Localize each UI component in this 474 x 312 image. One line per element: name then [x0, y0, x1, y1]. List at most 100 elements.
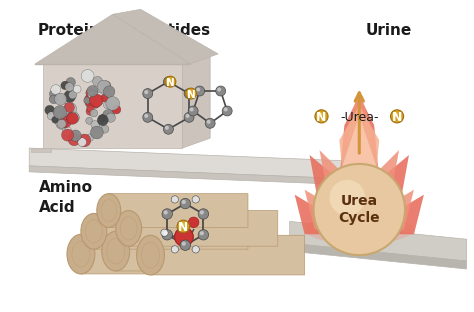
Circle shape: [86, 101, 93, 109]
Polygon shape: [290, 243, 466, 269]
Polygon shape: [29, 166, 374, 186]
Circle shape: [89, 90, 100, 101]
Polygon shape: [31, 148, 51, 152]
Circle shape: [143, 89, 153, 99]
Circle shape: [86, 134, 93, 141]
Text: Urea
Cycle: Urea Cycle: [338, 194, 380, 225]
Circle shape: [97, 115, 108, 126]
Circle shape: [222, 106, 232, 116]
Circle shape: [49, 95, 58, 104]
Circle shape: [179, 222, 184, 227]
Circle shape: [188, 106, 198, 116]
Circle shape: [106, 97, 119, 110]
Circle shape: [45, 105, 55, 115]
Circle shape: [64, 102, 74, 112]
Ellipse shape: [137, 235, 164, 275]
Circle shape: [391, 110, 404, 123]
Polygon shape: [35, 14, 190, 64]
Circle shape: [101, 125, 109, 133]
Circle shape: [186, 114, 190, 118]
Text: N: N: [316, 111, 327, 124]
Circle shape: [56, 117, 68, 129]
Circle shape: [49, 90, 57, 98]
Circle shape: [144, 114, 148, 118]
Circle shape: [67, 113, 78, 124]
Circle shape: [207, 120, 210, 124]
Text: Nucleotides: Nucleotides: [110, 23, 211, 38]
Circle shape: [91, 120, 100, 129]
Circle shape: [90, 92, 104, 106]
Polygon shape: [113, 9, 218, 64]
Circle shape: [49, 95, 57, 102]
Circle shape: [180, 240, 191, 251]
Polygon shape: [321, 105, 397, 229]
Circle shape: [62, 129, 73, 141]
Circle shape: [143, 112, 153, 122]
Circle shape: [186, 88, 197, 99]
Circle shape: [313, 164, 405, 255]
Circle shape: [162, 209, 173, 219]
Polygon shape: [290, 222, 466, 261]
FancyBboxPatch shape: [94, 213, 248, 249]
Circle shape: [329, 180, 365, 216]
Circle shape: [92, 100, 100, 108]
Ellipse shape: [116, 211, 142, 246]
Text: Urine: Urine: [366, 23, 412, 38]
Circle shape: [65, 83, 74, 91]
Polygon shape: [305, 90, 414, 229]
Circle shape: [92, 76, 102, 86]
Circle shape: [78, 138, 86, 146]
Circle shape: [100, 94, 108, 102]
Circle shape: [52, 116, 59, 123]
Circle shape: [84, 93, 98, 107]
Polygon shape: [182, 54, 210, 148]
Text: N: N: [187, 90, 195, 100]
Text: Protein: Protein: [37, 23, 100, 38]
Circle shape: [182, 241, 186, 246]
Circle shape: [184, 112, 194, 122]
Circle shape: [186, 90, 190, 94]
Circle shape: [68, 134, 80, 146]
Circle shape: [205, 118, 215, 128]
Circle shape: [102, 110, 114, 121]
Circle shape: [315, 110, 328, 123]
Polygon shape: [295, 95, 424, 234]
Circle shape: [164, 77, 173, 87]
Circle shape: [164, 210, 168, 214]
Text: N: N: [178, 221, 188, 234]
Circle shape: [47, 112, 55, 120]
FancyBboxPatch shape: [81, 234, 250, 274]
Circle shape: [164, 124, 173, 134]
Circle shape: [53, 106, 67, 119]
Circle shape: [64, 94, 73, 104]
Circle shape: [103, 101, 111, 109]
Circle shape: [392, 112, 398, 117]
Polygon shape: [43, 64, 182, 148]
Circle shape: [317, 112, 322, 117]
Ellipse shape: [97, 194, 121, 227]
Text: -Urea-: -Urea-: [340, 111, 379, 124]
Circle shape: [112, 105, 121, 114]
Circle shape: [86, 117, 93, 124]
Circle shape: [164, 231, 168, 235]
Circle shape: [99, 84, 105, 91]
Circle shape: [182, 200, 186, 204]
Circle shape: [196, 88, 200, 91]
Circle shape: [106, 113, 116, 122]
Circle shape: [70, 130, 81, 141]
Circle shape: [57, 119, 66, 128]
Circle shape: [73, 85, 81, 93]
Circle shape: [189, 217, 199, 227]
FancyBboxPatch shape: [116, 231, 275, 271]
Circle shape: [198, 230, 209, 240]
Circle shape: [177, 220, 190, 233]
Circle shape: [161, 229, 168, 236]
Circle shape: [91, 126, 103, 139]
Circle shape: [165, 126, 169, 130]
Circle shape: [59, 116, 71, 128]
Circle shape: [167, 78, 171, 82]
Circle shape: [81, 70, 94, 82]
Circle shape: [51, 85, 61, 95]
Circle shape: [84, 97, 91, 104]
Circle shape: [162, 230, 173, 240]
